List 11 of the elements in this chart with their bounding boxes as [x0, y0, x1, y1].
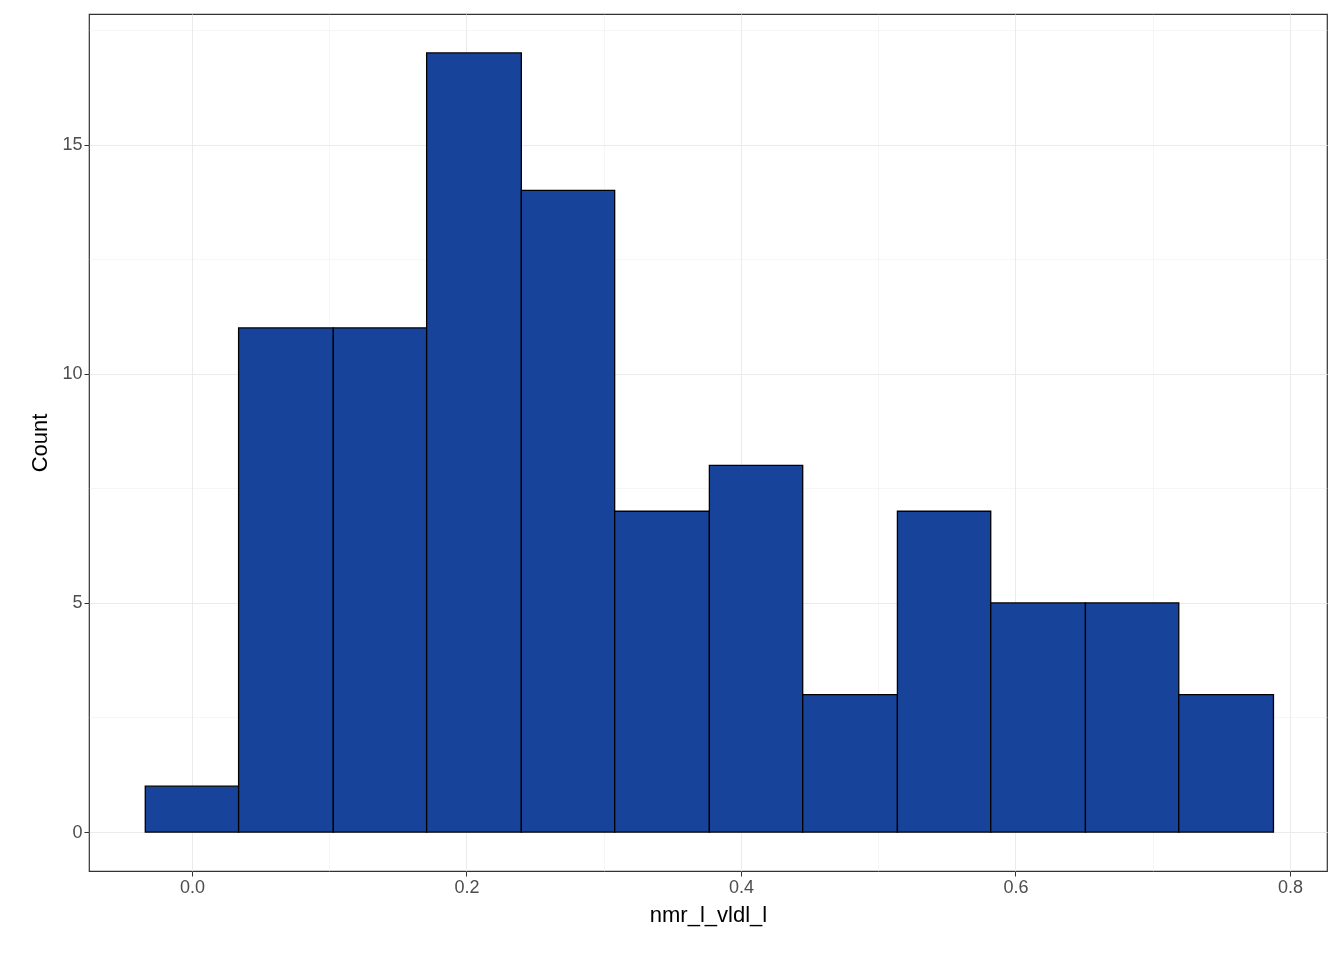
x-tick-label: 0.2 [454, 876, 480, 897]
x-tick-label: 0.0 [179, 876, 205, 897]
y-tick-label: 5 [72, 592, 83, 613]
x-tick-label: 0.8 [1277, 876, 1303, 897]
x-tick-label: 0.6 [1003, 876, 1029, 897]
x-tick-label: 0.4 [728, 876, 754, 897]
y-axis-title: Count [27, 413, 53, 473]
y-tick-label: 10 [62, 363, 83, 384]
y-tick-label: 15 [62, 134, 83, 155]
x-axis-title: nmr_l_vldl_l [649, 901, 768, 927]
y-tick-label: 0 [72, 821, 83, 842]
